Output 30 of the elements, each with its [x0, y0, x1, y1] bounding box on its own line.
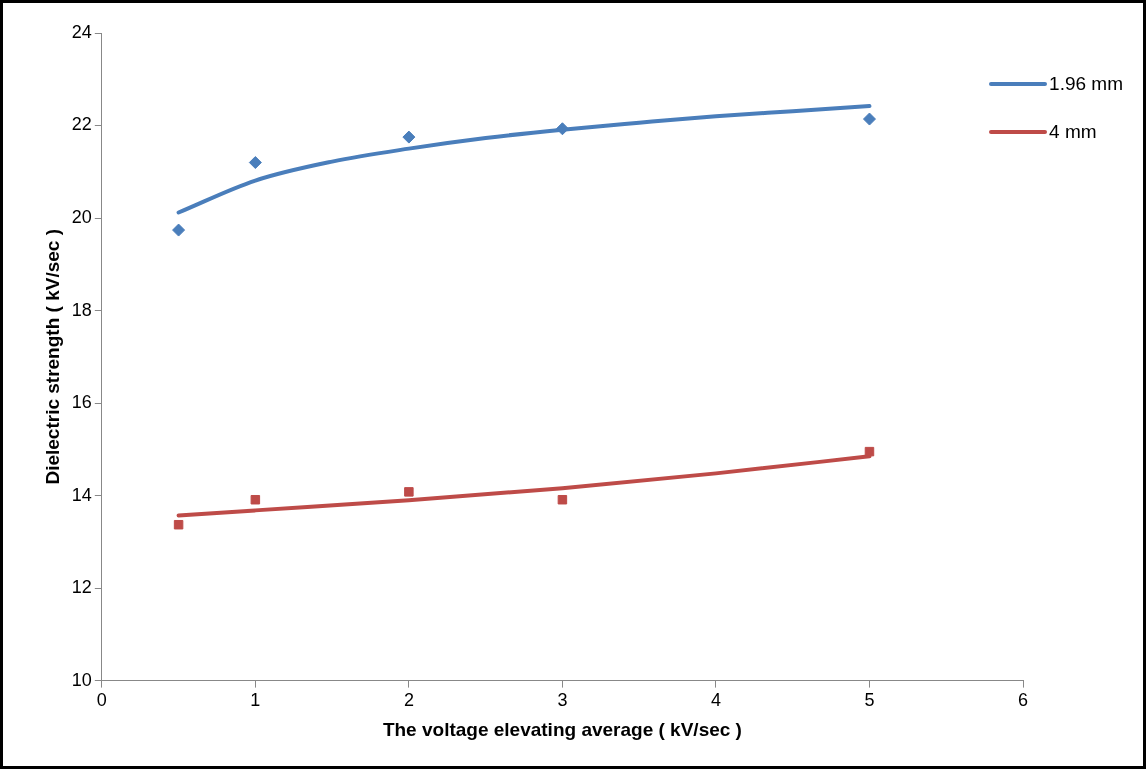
x-tick-label: 0 [96, 690, 107, 711]
point [173, 519, 184, 530]
x-tick-label: 4 [710, 690, 721, 711]
point [864, 446, 875, 457]
y-tick-label: 22 [71, 114, 92, 135]
x-tick-label: 2 [403, 690, 414, 711]
y-tick-label: 10 [71, 669, 92, 690]
y-tick-label: 20 [71, 207, 92, 227]
x-tick-label: 5 [864, 690, 875, 711]
point [555, 122, 569, 136]
point [862, 112, 876, 126]
y-axis-title: Dielectric strength ( kV/sec ) [41, 229, 63, 485]
point [172, 223, 186, 237]
x-tick-label: 3 [557, 690, 568, 711]
y-tick-label: 24 [71, 21, 92, 42]
point [248, 156, 262, 170]
y-tick-label: 14 [71, 484, 92, 505]
point [557, 494, 568, 505]
point [250, 494, 261, 505]
y-tick-label: 18 [71, 299, 92, 320]
x-tick-label: 6 [1017, 690, 1029, 711]
point [402, 130, 416, 144]
x-axis-title: The voltage elevating average ( kV/sec ) [382, 718, 742, 740]
y-tick-label: 16 [71, 392, 92, 413]
point [404, 487, 414, 497]
legend-label: 4 mm [1049, 121, 1097, 143]
x-tick-label: 1 [250, 690, 261, 711]
line-series [176, 104, 872, 215]
y-tick-label: 12 [71, 577, 92, 598]
legend-label: 1.96 mm [1049, 73, 1123, 95]
